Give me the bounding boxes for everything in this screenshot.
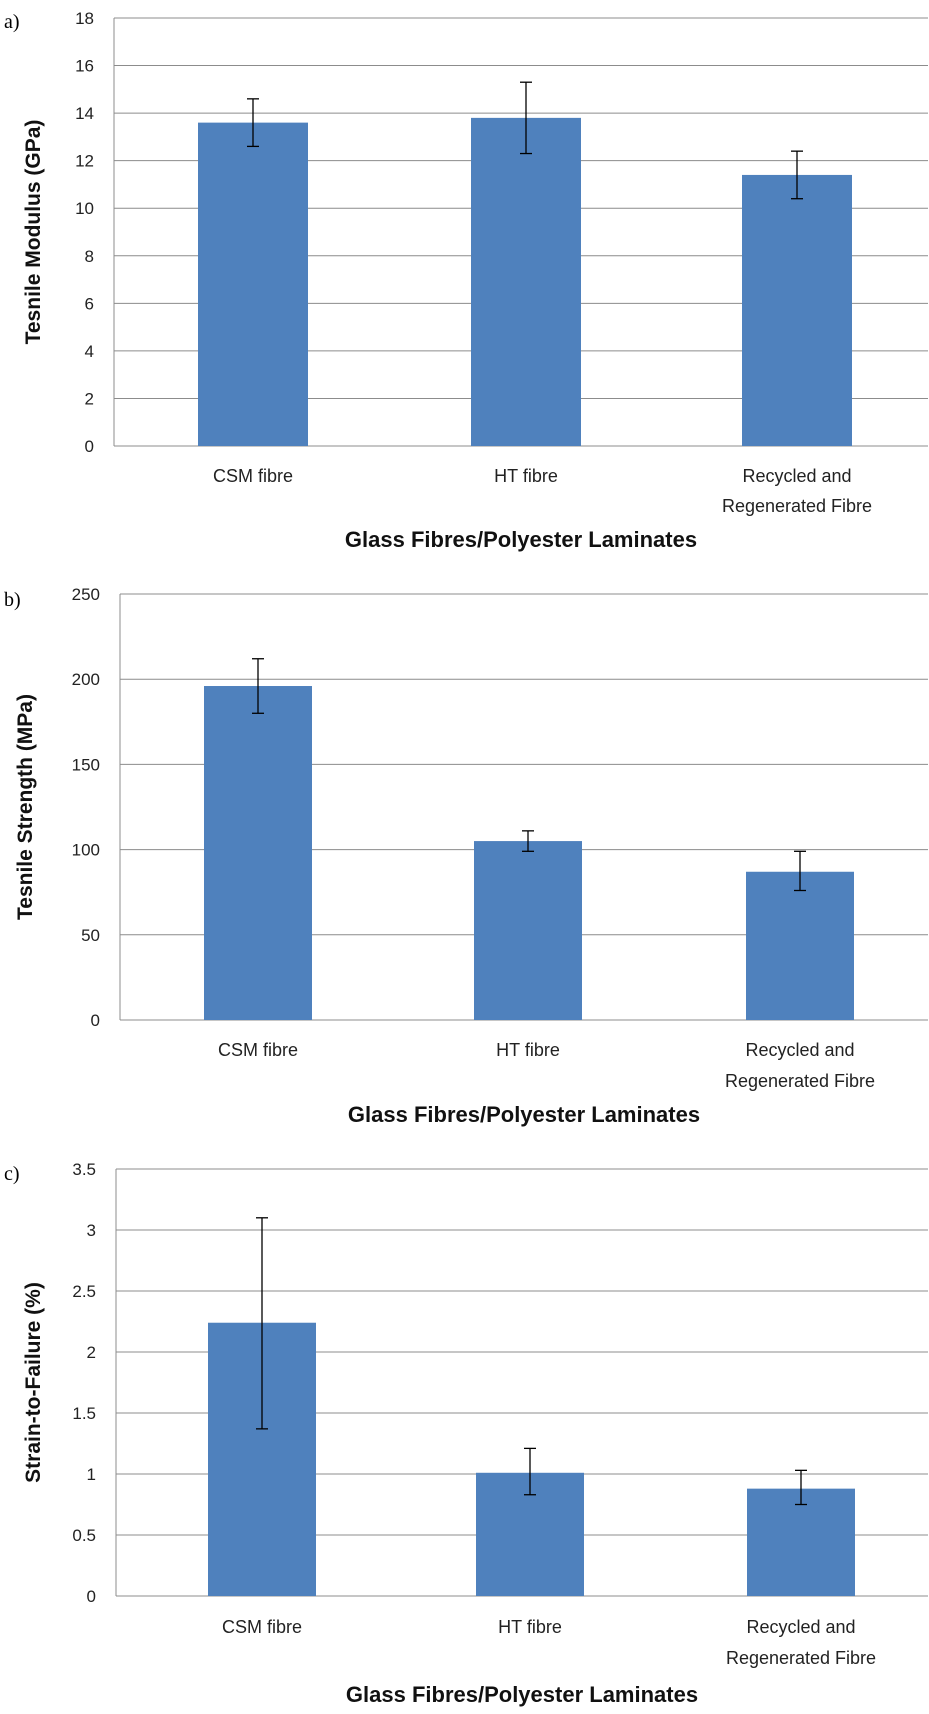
bar [746,871,854,1020]
y-tick-label: 10 [75,199,94,218]
x-axis-title: Glass Fibres/Polyester Laminates [345,527,697,552]
y-tick-label: 2 [87,1343,96,1362]
y-axis-title: Strain-to-Failure (%) [22,1282,45,1483]
y-tick-label: 150 [72,755,100,774]
y-tick-label: 3.5 [72,1160,96,1179]
y-tick-label: 0 [85,437,94,456]
y-tick-label: 18 [75,9,94,28]
bar [747,1488,855,1596]
y-tick-label: 250 [72,585,100,604]
panel-label: c) [4,1163,20,1185]
x-axis-title: Glass Fibres/Polyester Laminates [348,1102,700,1127]
y-tick-label: 0.5 [72,1526,96,1545]
y-tick-label: 1.5 [72,1404,96,1423]
x-tick-label: Recycled and [745,1040,854,1060]
y-axis-title: Tesnile Modulus (GPa) [22,120,45,345]
y-tick-label: 50 [81,926,100,945]
y-tick-label: 4 [85,342,94,361]
y-axis-title: Tesnile Strength (MPa) [14,694,37,920]
bar [474,841,582,1020]
y-tick-label: 100 [72,841,100,860]
y-tick-label: 0 [87,1587,96,1606]
x-tick-label: Regenerated Fibre [725,1071,875,1091]
panel-label: a) [4,11,20,33]
y-tick-label: 8 [85,247,94,266]
bar [204,686,312,1020]
x-tick-label: Recycled and [746,1617,855,1637]
bar [471,117,581,446]
panel-label: b) [4,589,21,611]
y-tick-label: 16 [75,57,94,76]
x-tick-label: CSM fibre [218,1040,298,1060]
x-tick-label: HT fibre [494,466,558,486]
y-tick-label: 0 [91,1011,100,1030]
y-tick-label: 14 [75,104,94,123]
x-tick-label: CSM fibre [222,1617,302,1637]
x-tick-label: HT fibre [498,1617,562,1637]
chart-panel-1: a) 0 2 4 6 8 10 12 14 16 18 CSM fibre HT fibre Recycl… [4,9,928,552]
x-tick-label: Recycled and [742,466,851,486]
y-tick-label: 200 [72,670,100,689]
chart-panel-2: b) 0 50 100 150 200 250 CSM fibre HT fibre Recycl… [4,585,928,1127]
chart-panel-3: c) 0 0.5 1 1.5 2 2.5 3 3.5 CSM fibre HT fibre Recyc… [4,1160,928,1707]
y-tick-label: 2.5 [72,1282,96,1301]
x-tick-label: CSM fibre [213,466,293,486]
y-tick-label: 1 [87,1465,96,1484]
y-tick-label: 12 [75,152,94,171]
x-tick-label: Regenerated Fibre [722,496,872,516]
y-tick-label: 6 [85,294,94,313]
x-tick-label: Regenerated Fibre [726,1648,876,1668]
bar [198,122,308,446]
bar [742,174,852,446]
y-tick-label: 2 [85,389,94,408]
y-tick-label: 3 [87,1221,96,1240]
x-axis-title: Glass Fibres/Polyester Laminates [346,1682,698,1707]
x-tick-label: HT fibre [496,1040,560,1060]
